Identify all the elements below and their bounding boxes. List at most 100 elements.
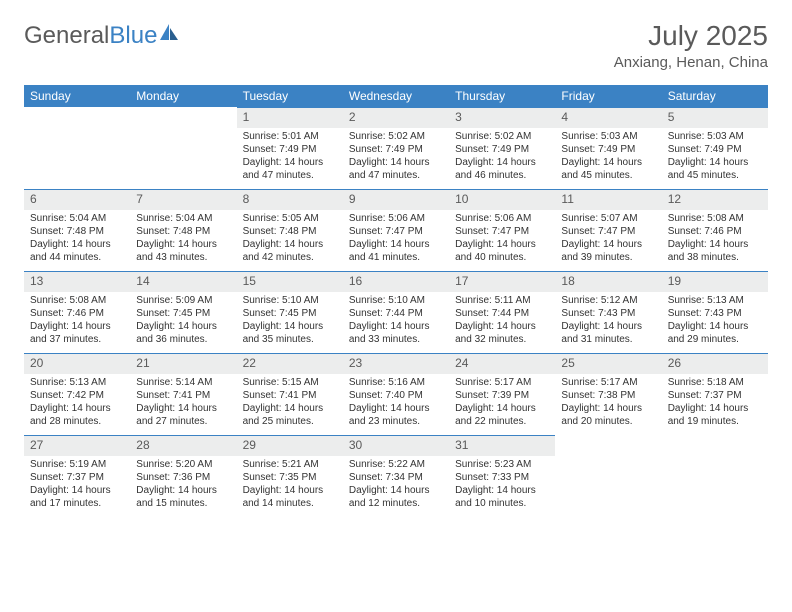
day-number: 29 xyxy=(237,435,343,456)
calendar-cell: 21Sunrise: 5:14 AMSunset: 7:41 PMDayligh… xyxy=(130,353,236,435)
calendar-cell: 4Sunrise: 5:03 AMSunset: 7:49 PMDaylight… xyxy=(555,107,661,189)
calendar-cell: 1Sunrise: 5:01 AMSunset: 7:49 PMDaylight… xyxy=(237,107,343,189)
day-content: Sunrise: 5:12 AMSunset: 7:43 PMDaylight:… xyxy=(555,292,661,350)
day-number: 15 xyxy=(237,271,343,292)
calendar-cell: 7Sunrise: 5:04 AMSunset: 7:48 PMDaylight… xyxy=(130,189,236,271)
day-number: 3 xyxy=(449,107,555,128)
calendar-cell: 27Sunrise: 5:19 AMSunset: 7:37 PMDayligh… xyxy=(24,435,130,517)
calendar-cell: 14Sunrise: 5:09 AMSunset: 7:45 PMDayligh… xyxy=(130,271,236,353)
calendar-cell: 12Sunrise: 5:08 AMSunset: 7:46 PMDayligh… xyxy=(662,189,768,271)
month-title: July 2025 xyxy=(614,20,768,52)
day-number: 18 xyxy=(555,271,661,292)
calendar-cell: 31Sunrise: 5:23 AMSunset: 7:33 PMDayligh… xyxy=(449,435,555,517)
day-number: 26 xyxy=(662,353,768,374)
calendar-cell: 2Sunrise: 5:02 AMSunset: 7:49 PMDaylight… xyxy=(343,107,449,189)
calendar-cell: 26Sunrise: 5:18 AMSunset: 7:37 PMDayligh… xyxy=(662,353,768,435)
calendar-row: 1Sunrise: 5:01 AMSunset: 7:49 PMDaylight… xyxy=(24,107,768,189)
calendar-cell: 3Sunrise: 5:02 AMSunset: 7:49 PMDaylight… xyxy=(449,107,555,189)
calendar-row: 13Sunrise: 5:08 AMSunset: 7:46 PMDayligh… xyxy=(24,271,768,353)
logo-text-2: Blue xyxy=(109,22,157,50)
day-number: 30 xyxy=(343,435,449,456)
calendar-cell: 10Sunrise: 5:06 AMSunset: 7:47 PMDayligh… xyxy=(449,189,555,271)
day-number: 9 xyxy=(343,189,449,210)
day-number: 13 xyxy=(24,271,130,292)
calendar-cell: 25Sunrise: 5:17 AMSunset: 7:38 PMDayligh… xyxy=(555,353,661,435)
day-content: Sunrise: 5:08 AMSunset: 7:46 PMDaylight:… xyxy=(662,210,768,268)
day-content: Sunrise: 5:17 AMSunset: 7:39 PMDaylight:… xyxy=(449,374,555,432)
weekday-header: Wednesday xyxy=(343,85,449,107)
day-number: 2 xyxy=(343,107,449,128)
day-number: 1 xyxy=(237,107,343,128)
calendar-cell: 23Sunrise: 5:16 AMSunset: 7:40 PMDayligh… xyxy=(343,353,449,435)
day-content: Sunrise: 5:06 AMSunset: 7:47 PMDaylight:… xyxy=(343,210,449,268)
weekday-header: Friday xyxy=(555,85,661,107)
weekday-header: Saturday xyxy=(662,85,768,107)
calendar-cell: 8Sunrise: 5:05 AMSunset: 7:48 PMDaylight… xyxy=(237,189,343,271)
day-number: 23 xyxy=(343,353,449,374)
calendar-cell: 22Sunrise: 5:15 AMSunset: 7:41 PMDayligh… xyxy=(237,353,343,435)
day-content: Sunrise: 5:04 AMSunset: 7:48 PMDaylight:… xyxy=(24,210,130,268)
calendar-cell: 17Sunrise: 5:11 AMSunset: 7:44 PMDayligh… xyxy=(449,271,555,353)
calendar-cell: 13Sunrise: 5:08 AMSunset: 7:46 PMDayligh… xyxy=(24,271,130,353)
calendar-cell: 16Sunrise: 5:10 AMSunset: 7:44 PMDayligh… xyxy=(343,271,449,353)
day-number: 24 xyxy=(449,353,555,374)
day-content: Sunrise: 5:19 AMSunset: 7:37 PMDaylight:… xyxy=(24,456,130,514)
day-number: 20 xyxy=(24,353,130,374)
calendar-row: 6Sunrise: 5:04 AMSunset: 7:48 PMDaylight… xyxy=(24,189,768,271)
day-content: Sunrise: 5:14 AMSunset: 7:41 PMDaylight:… xyxy=(130,374,236,432)
day-number: 16 xyxy=(343,271,449,292)
day-content: Sunrise: 5:10 AMSunset: 7:45 PMDaylight:… xyxy=(237,292,343,350)
day-content: Sunrise: 5:05 AMSunset: 7:48 PMDaylight:… xyxy=(237,210,343,268)
day-number: 10 xyxy=(449,189,555,210)
calendar-cell: 5Sunrise: 5:03 AMSunset: 7:49 PMDaylight… xyxy=(662,107,768,189)
calendar-cell: 6Sunrise: 5:04 AMSunset: 7:48 PMDaylight… xyxy=(24,189,130,271)
calendar-cell: 20Sunrise: 5:13 AMSunset: 7:42 PMDayligh… xyxy=(24,353,130,435)
calendar-cell: 15Sunrise: 5:10 AMSunset: 7:45 PMDayligh… xyxy=(237,271,343,353)
logo-sail-icon xyxy=(159,20,179,48)
weekday-header: Sunday xyxy=(24,85,130,107)
logo-text-1: General xyxy=(24,22,109,50)
day-content: Sunrise: 5:11 AMSunset: 7:44 PMDaylight:… xyxy=(449,292,555,350)
day-content: Sunrise: 5:20 AMSunset: 7:36 PMDaylight:… xyxy=(130,456,236,514)
day-content: Sunrise: 5:23 AMSunset: 7:33 PMDaylight:… xyxy=(449,456,555,514)
page-header: GeneralBlue July 2025 Anxiang, Henan, Ch… xyxy=(24,20,768,71)
calendar-cell: 24Sunrise: 5:17 AMSunset: 7:39 PMDayligh… xyxy=(449,353,555,435)
day-number: 17 xyxy=(449,271,555,292)
day-number: 8 xyxy=(237,189,343,210)
weekday-header-row: SundayMondayTuesdayWednesdayThursdayFrid… xyxy=(24,85,768,107)
day-content: Sunrise: 5:15 AMSunset: 7:41 PMDaylight:… xyxy=(237,374,343,432)
calendar-body: 1Sunrise: 5:01 AMSunset: 7:49 PMDaylight… xyxy=(24,107,768,517)
calendar-cell: 28Sunrise: 5:20 AMSunset: 7:36 PMDayligh… xyxy=(130,435,236,517)
day-number: 19 xyxy=(662,271,768,292)
day-number: 7 xyxy=(130,189,236,210)
day-content: Sunrise: 5:21 AMSunset: 7:35 PMDaylight:… xyxy=(237,456,343,514)
day-content: Sunrise: 5:02 AMSunset: 7:49 PMDaylight:… xyxy=(449,128,555,186)
day-content: Sunrise: 5:13 AMSunset: 7:42 PMDaylight:… xyxy=(24,374,130,432)
day-number: 4 xyxy=(555,107,661,128)
calendar-cell xyxy=(130,107,236,189)
day-content: Sunrise: 5:22 AMSunset: 7:34 PMDaylight:… xyxy=(343,456,449,514)
weekday-header: Tuesday xyxy=(237,85,343,107)
logo: GeneralBlue xyxy=(24,20,179,52)
calendar-cell: 9Sunrise: 5:06 AMSunset: 7:47 PMDaylight… xyxy=(343,189,449,271)
day-number: 12 xyxy=(662,189,768,210)
day-number: 31 xyxy=(449,435,555,456)
calendar-row: 20Sunrise: 5:13 AMSunset: 7:42 PMDayligh… xyxy=(24,353,768,435)
location: Anxiang, Henan, China xyxy=(614,54,768,71)
weekday-header: Monday xyxy=(130,85,236,107)
day-content: Sunrise: 5:03 AMSunset: 7:49 PMDaylight:… xyxy=(662,128,768,186)
day-content: Sunrise: 5:17 AMSunset: 7:38 PMDaylight:… xyxy=(555,374,661,432)
weekday-header: Thursday xyxy=(449,85,555,107)
calendar-cell: 19Sunrise: 5:13 AMSunset: 7:43 PMDayligh… xyxy=(662,271,768,353)
day-content: Sunrise: 5:01 AMSunset: 7:49 PMDaylight:… xyxy=(237,128,343,186)
calendar-cell: 11Sunrise: 5:07 AMSunset: 7:47 PMDayligh… xyxy=(555,189,661,271)
day-content: Sunrise: 5:10 AMSunset: 7:44 PMDaylight:… xyxy=(343,292,449,350)
day-content: Sunrise: 5:04 AMSunset: 7:48 PMDaylight:… xyxy=(130,210,236,268)
day-number: 14 xyxy=(130,271,236,292)
day-content: Sunrise: 5:03 AMSunset: 7:49 PMDaylight:… xyxy=(555,128,661,186)
day-content: Sunrise: 5:07 AMSunset: 7:47 PMDaylight:… xyxy=(555,210,661,268)
calendar-cell xyxy=(662,435,768,517)
calendar-cell xyxy=(555,435,661,517)
calendar-cell: 29Sunrise: 5:21 AMSunset: 7:35 PMDayligh… xyxy=(237,435,343,517)
title-block: July 2025 Anxiang, Henan, China xyxy=(614,20,768,71)
